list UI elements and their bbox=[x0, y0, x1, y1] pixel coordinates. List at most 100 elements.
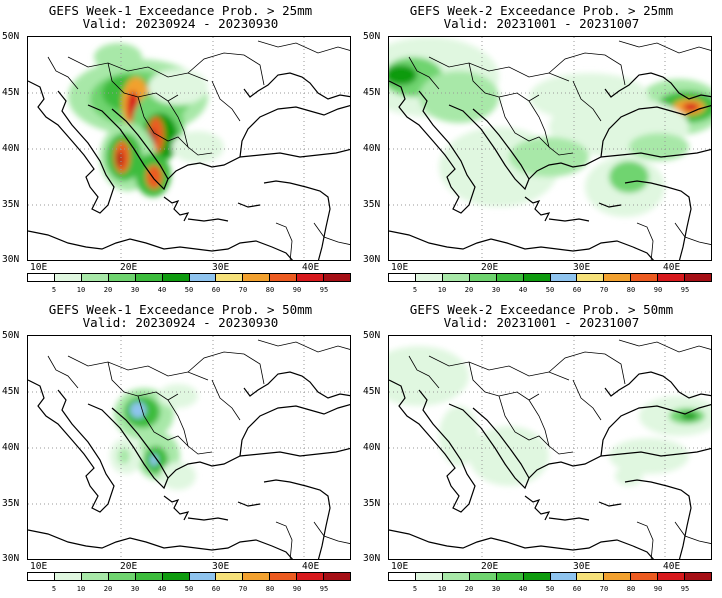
country-border bbox=[47, 355, 79, 389]
coastline bbox=[624, 180, 692, 260]
coastline bbox=[524, 495, 551, 521]
colorbar-swatch bbox=[216, 274, 244, 281]
precip-contour bbox=[389, 65, 417, 85]
colorbar-label: 20 bbox=[464, 286, 474, 294]
country-border bbox=[572, 379, 602, 421]
panel-title: GEFS Week-2 Exceedance Prob. > 50mm bbox=[409, 302, 674, 317]
country-border bbox=[187, 351, 265, 385]
colorbar-swatch bbox=[189, 274, 217, 281]
country-border bbox=[47, 56, 79, 90]
precip-contour bbox=[148, 69, 208, 105]
country-border bbox=[211, 379, 241, 421]
country-border bbox=[618, 339, 711, 353]
colorbar-label: 50 bbox=[545, 286, 555, 294]
colorbar-swatch bbox=[415, 573, 443, 580]
map-panel-1: GEFS Week-1 Exceedance Prob. > 25mm Valid… bbox=[0, 0, 361, 299]
country-border bbox=[167, 399, 213, 455]
colorbar-label: 30 bbox=[491, 585, 501, 593]
coastline bbox=[163, 495, 190, 521]
colorbar-label: 70 bbox=[599, 585, 609, 593]
lat-label: 35N bbox=[2, 498, 20, 509]
coastline bbox=[237, 501, 261, 507]
coastline bbox=[237, 202, 261, 208]
colorbar-label: 70 bbox=[238, 286, 248, 294]
precip-contour bbox=[158, 384, 198, 408]
colorbar-label: 70 bbox=[238, 585, 248, 593]
country-border bbox=[674, 521, 711, 544]
colorbar-label: 80 bbox=[265, 585, 275, 593]
colorbar-swatch bbox=[243, 274, 271, 281]
coastline bbox=[624, 479, 692, 559]
colorbar-label: 40 bbox=[157, 585, 167, 593]
country-border bbox=[408, 56, 440, 90]
lat-label: 45N bbox=[2, 386, 20, 397]
country-border bbox=[275, 521, 293, 559]
colorbar-swatch bbox=[496, 573, 524, 580]
coastline bbox=[448, 104, 530, 191]
lat-label: 40N bbox=[2, 442, 20, 453]
colorbar-swatch bbox=[54, 274, 82, 281]
precip-map bbox=[389, 336, 711, 559]
precip-contour bbox=[529, 73, 649, 121]
panel-title: GEFS Week-1 Exceedance Prob. > 25mm bbox=[48, 3, 313, 18]
colorbar-swatch bbox=[324, 573, 351, 580]
colorbar-swatch bbox=[297, 573, 325, 580]
country-border bbox=[498, 96, 550, 148]
colorbar-label: 10 bbox=[437, 286, 447, 294]
coastline bbox=[598, 202, 622, 208]
country-border bbox=[498, 395, 550, 447]
precip-contour bbox=[439, 406, 479, 466]
colorbar-swatch bbox=[324, 274, 351, 281]
colorbar-label: 10 bbox=[437, 585, 447, 593]
country-border bbox=[548, 52, 626, 86]
colorbar bbox=[388, 572, 712, 581]
country-border bbox=[67, 355, 209, 381]
lon-label: 40E bbox=[302, 262, 320, 273]
colorbar-swatch bbox=[604, 274, 632, 281]
map-area bbox=[388, 36, 712, 261]
precip-contour bbox=[94, 43, 142, 71]
country-border bbox=[67, 56, 209, 82]
lon-label: 30E bbox=[573, 262, 591, 273]
colorbar bbox=[388, 273, 712, 282]
colorbar bbox=[27, 572, 351, 581]
colorbar-label: 80 bbox=[626, 286, 636, 294]
lat-label: 30N bbox=[2, 254, 20, 265]
country-border bbox=[468, 361, 540, 401]
map-area bbox=[27, 36, 351, 261]
colorbar-swatch bbox=[577, 573, 605, 580]
colorbar-label: 95 bbox=[319, 286, 329, 294]
precip-map bbox=[28, 336, 350, 559]
map-panel-4: GEFS Week-2 Exceedance Prob. > 50mm Valid… bbox=[361, 299, 722, 598]
colorbar-label: 5 bbox=[412, 286, 418, 294]
lat-label: 35N bbox=[2, 199, 20, 210]
country-border bbox=[275, 222, 293, 260]
colorbar-label: 20 bbox=[464, 585, 474, 593]
coastline bbox=[548, 517, 590, 521]
coastline bbox=[239, 104, 350, 158]
colorbar-swatch bbox=[108, 274, 136, 281]
coastline bbox=[604, 371, 711, 399]
colorbar-label: 95 bbox=[680, 286, 690, 294]
colorbar-swatch bbox=[685, 274, 712, 281]
coastline bbox=[548, 218, 590, 222]
lat-label: 40N bbox=[363, 442, 381, 453]
coastline bbox=[263, 180, 331, 260]
country-border bbox=[674, 222, 711, 245]
country-border bbox=[408, 355, 440, 389]
precip-contour bbox=[683, 103, 699, 111]
coastline bbox=[263, 479, 331, 559]
country-border bbox=[636, 521, 654, 559]
lon-label: 40E bbox=[663, 262, 681, 273]
colorbar-label: 95 bbox=[319, 585, 329, 593]
colorbar-label: 30 bbox=[130, 286, 140, 294]
colorbar-swatch bbox=[442, 274, 470, 281]
lon-label: 30E bbox=[212, 262, 230, 273]
colorbar-swatch bbox=[54, 573, 82, 580]
colorbar-swatch bbox=[135, 573, 163, 580]
lat-label: 40N bbox=[363, 143, 381, 154]
lon-label: 10E bbox=[30, 561, 48, 572]
colorbar-swatch bbox=[658, 274, 686, 281]
colorbar-swatch bbox=[631, 274, 659, 281]
colorbar-swatch bbox=[389, 573, 416, 580]
